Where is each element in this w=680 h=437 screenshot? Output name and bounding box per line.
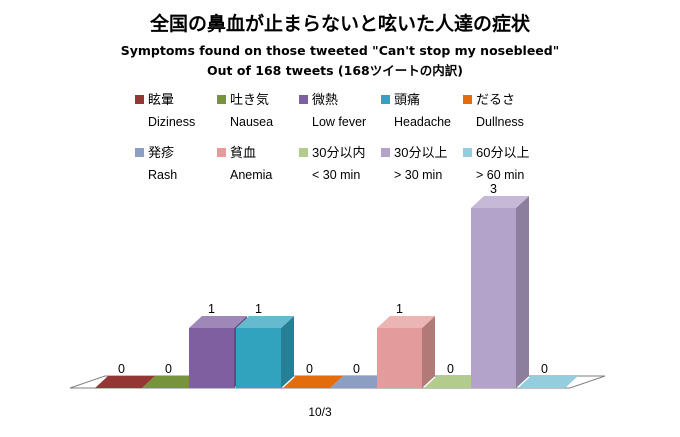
data-label-7: 1 [396, 302, 403, 316]
legend-label-ja-6: 発疹 [148, 145, 174, 160]
bar-top-1 [95, 376, 155, 388]
bar-top-7 [377, 316, 435, 328]
bar-side-4 [281, 316, 294, 388]
legend-swatch-6 [135, 148, 144, 157]
legend-label-ja-3: 微熱 [312, 92, 338, 107]
legend-label-en-9: > 30 min [394, 168, 442, 182]
bar-top-6 [330, 376, 390, 388]
legend-label-en-3: Low fever [312, 115, 366, 129]
legend-label-ja-10: 60分以上 [476, 145, 529, 160]
legend-label-en-5: Dullness [476, 115, 524, 129]
data-label-3: 1 [208, 302, 215, 316]
bar-top-5 [283, 376, 343, 388]
x-axis-category-label: 10/3 [308, 405, 332, 419]
legend-swatch-4 [381, 95, 390, 104]
bar-top-8 [424, 376, 484, 388]
legend-label-ja-8: 30分以内 [312, 145, 365, 160]
chart-subtitle-count: Out of 168 tweets (168ツイートの内訳) [207, 63, 463, 78]
legend-label-en-10: > 60 min [476, 168, 524, 182]
legend-label-en-1: Diziness [148, 115, 195, 129]
legend-label-en-6: Rash [148, 168, 177, 182]
bar-7: 1 [377, 302, 435, 388]
legend-swatch-5 [463, 95, 472, 104]
legend-label-ja-4: 頭痛 [394, 92, 420, 107]
bar-1: 0 [95, 362, 155, 388]
data-label-10: 0 [541, 362, 548, 376]
bar-front-3 [189, 328, 234, 388]
legend-swatch-7 [217, 148, 226, 157]
data-label-1: 0 [118, 362, 125, 376]
data-label-4: 1 [255, 302, 262, 316]
bar-side-7 [422, 316, 435, 388]
legend-label-ja-9: 30分以上 [394, 145, 447, 160]
legend: 眩暈 Diziness 吐き気 Nausea 微熱 Low fever 頭痛 Headache… [135, 92, 529, 182]
data-label-6: 0 [353, 362, 360, 376]
legend-swatch-3 [299, 95, 308, 104]
bar-front-9 [471, 208, 516, 388]
bar-top-10 [518, 376, 578, 388]
legend-label-en-4: Headache [394, 115, 451, 129]
data-label-8: 0 [447, 362, 454, 376]
legend-label-ja-7: 貧血 [230, 145, 256, 160]
bar-top-3 [189, 316, 247, 328]
legend-swatch-10 [463, 148, 472, 157]
legend-swatch-8 [299, 148, 308, 157]
bar-5: 0 [283, 362, 343, 388]
bar-top-2 [142, 376, 202, 388]
legend-label-ja-2: 吐き気 [230, 92, 269, 107]
legend-swatch-1 [135, 95, 144, 104]
bars-group: 0 0 1 1 0 0 1 0 3 0 [95, 182, 578, 388]
legend-label-ja-5: だるさ [476, 92, 515, 107]
data-label-5: 0 [306, 362, 313, 376]
bar-4: 1 [236, 302, 294, 388]
bar-top-4 [236, 316, 294, 328]
bar-front-4 [236, 328, 281, 388]
bar-2: 0 [142, 362, 202, 388]
bar-9: 3 [471, 182, 529, 388]
bar-front-7 [377, 328, 422, 388]
legend-label-ja-1: 眩暈 [148, 92, 174, 107]
legend-label-en-7: Anemia [230, 168, 272, 182]
bar-8: 0 [424, 362, 484, 388]
bar-top-9 [471, 196, 529, 208]
bar-side-9 [516, 196, 529, 388]
chart-title: 全国の鼻血が止まらないと呟いた人達の症状 [149, 12, 531, 35]
chart-subtitle-english: Symptoms found on those tweeted "Can't s… [121, 43, 559, 58]
bar-10: 0 [518, 362, 578, 388]
legend-swatch-9 [381, 148, 390, 157]
legend-label-en-2: Nausea [230, 115, 273, 129]
data-label-2: 0 [165, 362, 172, 376]
legend-swatch-2 [217, 95, 226, 104]
legend-label-en-8: < 30 min [312, 168, 360, 182]
data-label-9: 3 [490, 182, 497, 196]
bar-6: 0 [330, 362, 390, 388]
